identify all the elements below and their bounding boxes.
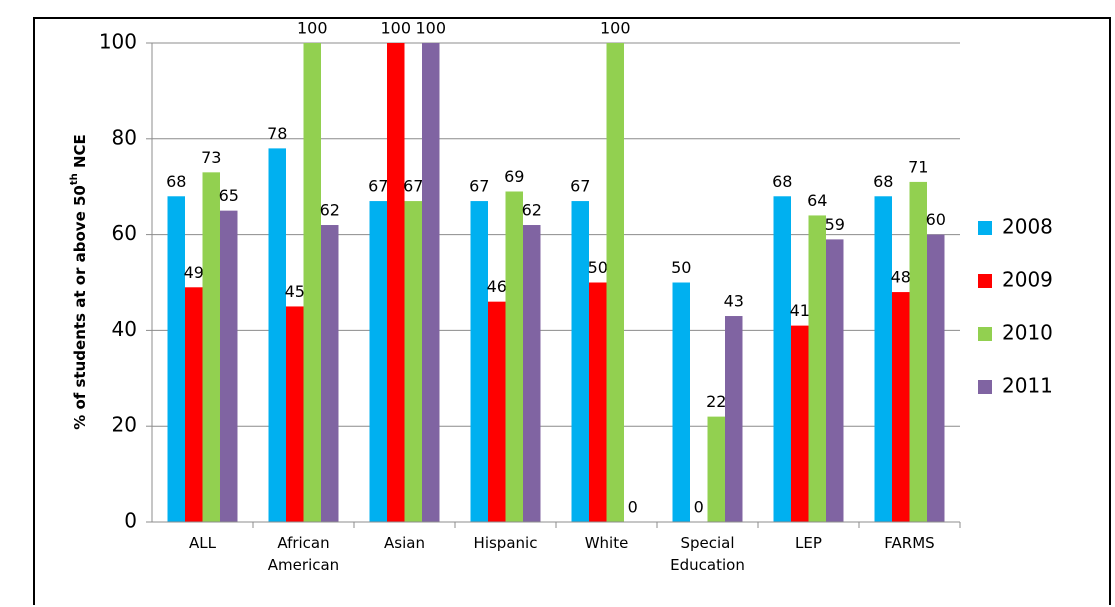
value-label: 41 [790,301,810,320]
y-axis-label: % of students at or above 50th NCE [69,134,89,430]
bar [505,191,523,523]
value-label: 68 [166,172,186,191]
value-label: 46 [487,277,507,296]
bar [167,196,185,522]
bar [523,225,541,522]
legend-swatch [978,327,992,341]
y-tick-label: 100 [99,30,137,54]
bar [286,306,304,522]
legend-swatch [978,380,992,394]
chart-frame [33,17,1111,605]
value-label: 67 [570,177,590,196]
legend-swatch [978,221,992,235]
value-label: 0 [694,498,704,517]
y-label-text: NCE [71,134,89,173]
y-tick-label: 0 [124,509,137,533]
bar [606,43,624,522]
y-label-text: % of students at or above 50 [71,185,89,430]
bar [404,201,422,522]
bar [321,225,339,522]
bar [470,201,488,522]
value-label: 69 [504,167,524,186]
value-label: 100 [600,19,631,38]
value-label: 49 [184,263,204,282]
value-label: 78 [267,124,287,143]
value-label: 0 [628,498,638,517]
bar [185,287,203,522]
x-tick-label: Hispanic [473,534,538,552]
x-tick-label: Special Education [670,534,745,574]
y-tick-label: 80 [112,125,137,149]
value-label: 67 [469,177,489,196]
value-label: 73 [201,148,221,167]
bar [303,43,321,522]
value-label: 67 [403,177,423,196]
legend-swatch [978,274,992,288]
x-tick-label: ALL [189,534,216,552]
bar [927,234,945,522]
bar [892,292,910,522]
value-label: 68 [873,172,893,191]
bar [268,148,286,522]
value-label: 65 [219,186,239,205]
bar [826,239,844,522]
value-label: 60 [926,210,946,229]
x-tick-label: FARMS [884,534,935,552]
bar [589,282,607,522]
value-label: 50 [671,258,691,277]
bar [220,210,238,522]
bar [387,43,405,522]
legend-label: 2009 [1002,268,1053,292]
bar [909,181,927,522]
value-label: 64 [807,191,827,210]
legend-label: 2011 [1002,374,1053,398]
y-tick-label: 60 [112,221,137,245]
bar [874,196,892,522]
value-label: 67 [368,177,388,196]
bar [488,301,506,522]
value-label: 43 [724,292,744,311]
y-tick-label: 40 [112,317,137,341]
bar [808,215,826,522]
value-label: 71 [908,157,928,176]
bar [202,172,220,522]
y-tick-label: 20 [112,413,137,437]
bar [369,201,387,522]
legend-label: 2008 [1002,215,1053,239]
x-tick-label: Asian [384,534,425,552]
value-label: 48 [891,268,911,287]
value-label: 50 [588,258,608,277]
value-label: 22 [706,392,726,411]
bar [791,325,809,522]
value-label: 100 [380,19,411,38]
value-label: 68 [772,172,792,191]
legend-label: 2010 [1002,321,1053,345]
value-label: 100 [297,19,328,38]
bar [725,316,743,522]
y-label-sup: th [69,173,80,185]
value-label: 62 [522,201,542,220]
bar [773,196,791,522]
value-label: 62 [320,201,340,220]
bar [571,201,589,522]
bar [422,43,440,522]
x-tick-label: African American [267,534,340,574]
bar [707,416,725,522]
bar [672,282,690,522]
value-label: 100 [415,19,446,38]
value-label: 45 [285,282,305,301]
x-tick-label: LEP [795,534,822,552]
value-label: 59 [825,215,845,234]
x-tick-label: White [584,534,629,552]
